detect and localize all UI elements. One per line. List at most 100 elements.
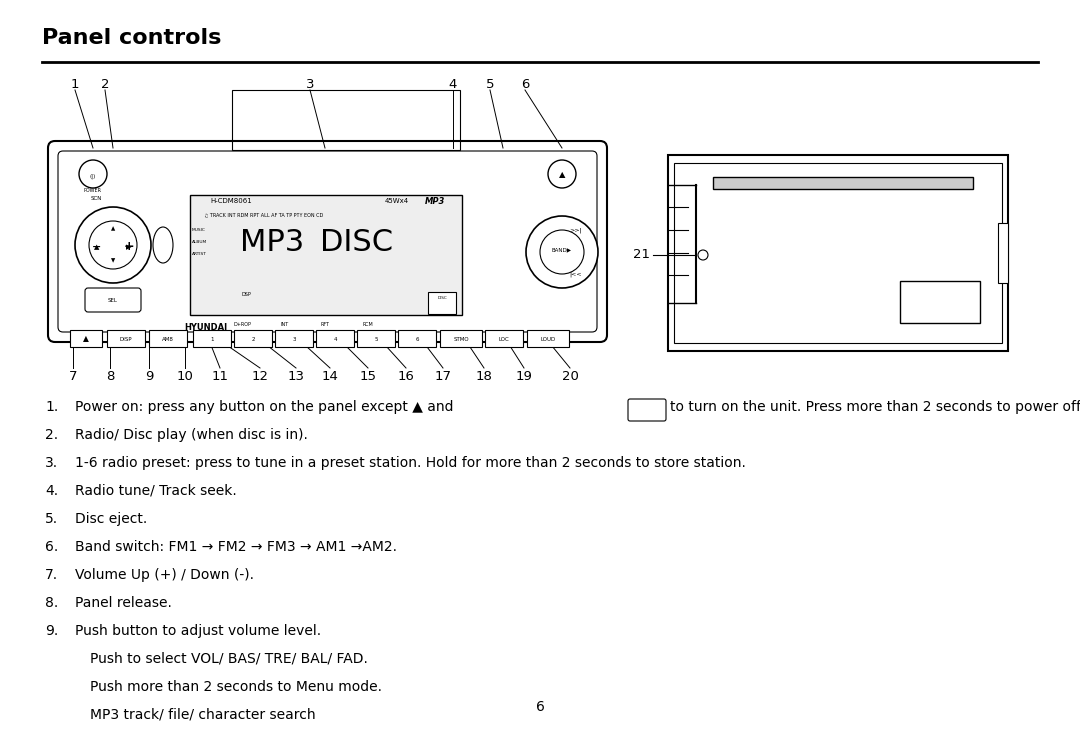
Text: 3.: 3.	[45, 456, 58, 470]
Bar	[193, 330, 231, 347]
Text: D+ROP: D+ROP	[233, 322, 251, 327]
Text: BAND▶: BAND▶	[552, 247, 572, 252]
Circle shape	[75, 207, 151, 283]
Text: 2: 2	[100, 78, 109, 91]
Bar	[316, 330, 354, 347]
Text: Power on: press any button on the panel except ▲ and: Power on: press any button on the panel …	[75, 400, 454, 414]
Text: −: −	[92, 242, 102, 252]
Text: 13: 13	[287, 370, 305, 383]
Bar	[399, 330, 436, 347]
Text: 1.: 1.	[45, 400, 58, 414]
Circle shape	[698, 250, 708, 260]
Text: INT: INT	[281, 322, 289, 327]
Text: MP3: MP3	[426, 197, 445, 206]
Text: Band switch: FM1 → FM2 → FM3 → AM1 →AM2.: Band switch: FM1 → FM2 → FM3 → AM1 →AM2.	[75, 540, 397, 554]
Bar	[149, 330, 187, 347]
Text: Push button to adjust volume level.: Push button to adjust volume level.	[75, 624, 321, 638]
FancyBboxPatch shape	[58, 151, 597, 332]
Text: 8: 8	[106, 370, 114, 383]
Text: 4: 4	[449, 78, 457, 91]
Circle shape	[89, 221, 137, 269]
Text: 19: 19	[515, 370, 532, 383]
Text: DISC: DISC	[437, 296, 447, 300]
Text: 11: 11	[212, 370, 229, 383]
Text: 2.: 2.	[45, 428, 58, 442]
Text: ▲: ▲	[644, 405, 650, 415]
Text: 14: 14	[322, 370, 338, 383]
Text: DSP: DSP	[242, 292, 252, 297]
Text: SCN: SCN	[91, 195, 102, 200]
Text: MUSIC: MUSIC	[192, 228, 206, 232]
Text: ♫ TRACK INT RDM RPT ALL AF TA TP PTY EON CD: ♫ TRACK INT RDM RPT ALL AF TA TP PTY EON…	[204, 212, 323, 217]
Text: 5.: 5.	[45, 512, 58, 526]
Circle shape	[79, 160, 107, 188]
Text: ▲: ▲	[94, 244, 99, 250]
FancyBboxPatch shape	[85, 288, 141, 312]
Ellipse shape	[153, 227, 173, 263]
Text: Panel release.: Panel release.	[75, 596, 172, 610]
Text: 9: 9	[145, 370, 153, 383]
Text: Volume Up (+) / Down (-).: Volume Up (+) / Down (-).	[75, 568, 254, 582]
Text: (|): (|)	[90, 173, 96, 179]
Text: 7.: 7.	[45, 568, 58, 582]
Text: 4.: 4.	[45, 484, 58, 498]
Bar	[190, 195, 462, 315]
Bar	[70, 330, 102, 347]
Text: 15: 15	[360, 370, 377, 383]
Text: 3: 3	[306, 78, 314, 91]
Text: 45Wx4: 45Wx4	[384, 198, 409, 204]
Text: 6: 6	[536, 700, 544, 714]
Text: POWER: POWER	[84, 188, 102, 193]
Text: ▲: ▲	[111, 227, 116, 231]
Text: LOUD: LOUD	[540, 337, 555, 342]
Bar	[674, 163, 1002, 343]
Text: 6: 6	[521, 78, 529, 91]
Text: 9.: 9.	[45, 624, 58, 638]
FancyBboxPatch shape	[627, 399, 666, 421]
Text: Panel controls: Panel controls	[42, 28, 221, 48]
Text: 1: 1	[71, 78, 79, 91]
Text: ▶: ▶	[126, 244, 132, 250]
Bar	[107, 330, 145, 347]
Bar	[232, 90, 460, 150]
Text: +: +	[124, 241, 134, 253]
Text: |<<: |<<	[569, 272, 582, 277]
Text: 4: 4	[334, 337, 337, 342]
Bar	[713, 177, 973, 189]
Text: to turn on the unit. Press more than 2 seconds to power off.: to turn on the unit. Press more than 2 s…	[670, 400, 1080, 414]
Text: 7: 7	[69, 370, 78, 383]
Bar	[234, 330, 272, 347]
Text: DISC: DISC	[320, 228, 393, 257]
Text: 1-6 radio preset: press to tune in a preset station. Hold for more than 2 second: 1-6 radio preset: press to tune in a pre…	[75, 456, 746, 470]
Text: SEL: SEL	[108, 297, 118, 302]
Text: RFT: RFT	[321, 322, 329, 327]
Text: MP3: MP3	[240, 228, 305, 257]
Text: >>|: >>|	[569, 228, 582, 233]
Text: 2: 2	[252, 337, 255, 342]
Text: ▼: ▼	[111, 258, 116, 264]
Text: 1: 1	[211, 337, 214, 342]
Text: H-CDM8061: H-CDM8061	[210, 198, 252, 204]
Text: 6: 6	[415, 337, 419, 342]
Bar	[428, 292, 456, 314]
Circle shape	[526, 216, 598, 288]
Text: 16: 16	[397, 370, 415, 383]
Text: MP3 track/ file/ character search: MP3 track/ file/ character search	[90, 708, 315, 722]
Text: ARTIST: ARTIST	[192, 252, 207, 256]
Bar	[900, 281, 980, 323]
Text: AM8: AM8	[162, 337, 174, 342]
Text: Push more than 2 seconds to Menu mode.: Push more than 2 seconds to Menu mode.	[90, 680, 382, 694]
Bar	[485, 330, 523, 347]
Bar	[527, 330, 569, 347]
FancyBboxPatch shape	[48, 141, 607, 342]
Bar	[440, 330, 482, 347]
Text: 10: 10	[176, 370, 193, 383]
Text: 17: 17	[434, 370, 451, 383]
Text: 8.: 8.	[45, 596, 58, 610]
Text: LOC: LOC	[499, 337, 510, 342]
Text: Disc eject.: Disc eject.	[75, 512, 147, 526]
Text: 6.: 6.	[45, 540, 58, 554]
Text: HYUNDAI: HYUNDAI	[184, 323, 227, 332]
Text: 5: 5	[486, 78, 495, 91]
Text: ALBUM: ALBUM	[192, 240, 207, 244]
